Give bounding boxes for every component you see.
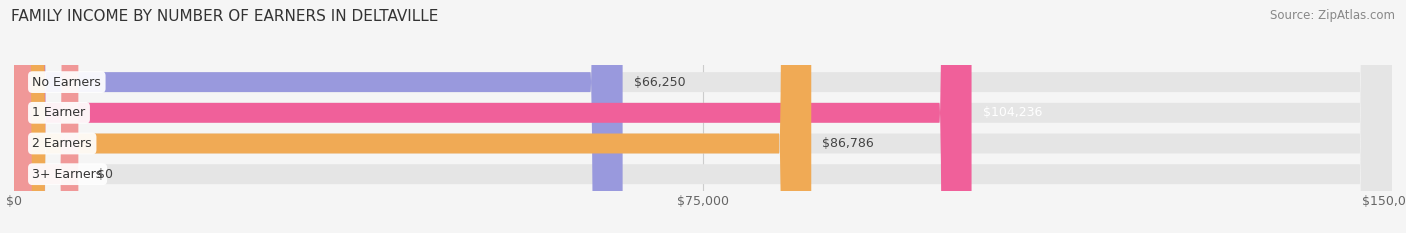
Text: $66,250: $66,250 <box>634 76 685 89</box>
FancyBboxPatch shape <box>14 0 1392 233</box>
Text: 3+ Earners: 3+ Earners <box>32 168 103 181</box>
Text: 2 Earners: 2 Earners <box>32 137 91 150</box>
Text: Source: ZipAtlas.com: Source: ZipAtlas.com <box>1270 9 1395 22</box>
Text: $0: $0 <box>97 168 112 181</box>
FancyBboxPatch shape <box>14 0 1392 233</box>
Text: FAMILY INCOME BY NUMBER OF EARNERS IN DELTAVILLE: FAMILY INCOME BY NUMBER OF EARNERS IN DE… <box>11 9 439 24</box>
FancyBboxPatch shape <box>14 0 811 233</box>
FancyBboxPatch shape <box>14 0 1392 233</box>
Text: $104,236: $104,236 <box>983 106 1042 119</box>
FancyBboxPatch shape <box>14 0 972 233</box>
Text: 1 Earner: 1 Earner <box>32 106 86 119</box>
Text: No Earners: No Earners <box>32 76 101 89</box>
Text: $86,786: $86,786 <box>823 137 875 150</box>
FancyBboxPatch shape <box>14 0 79 233</box>
FancyBboxPatch shape <box>14 0 1392 233</box>
FancyBboxPatch shape <box>14 0 623 233</box>
